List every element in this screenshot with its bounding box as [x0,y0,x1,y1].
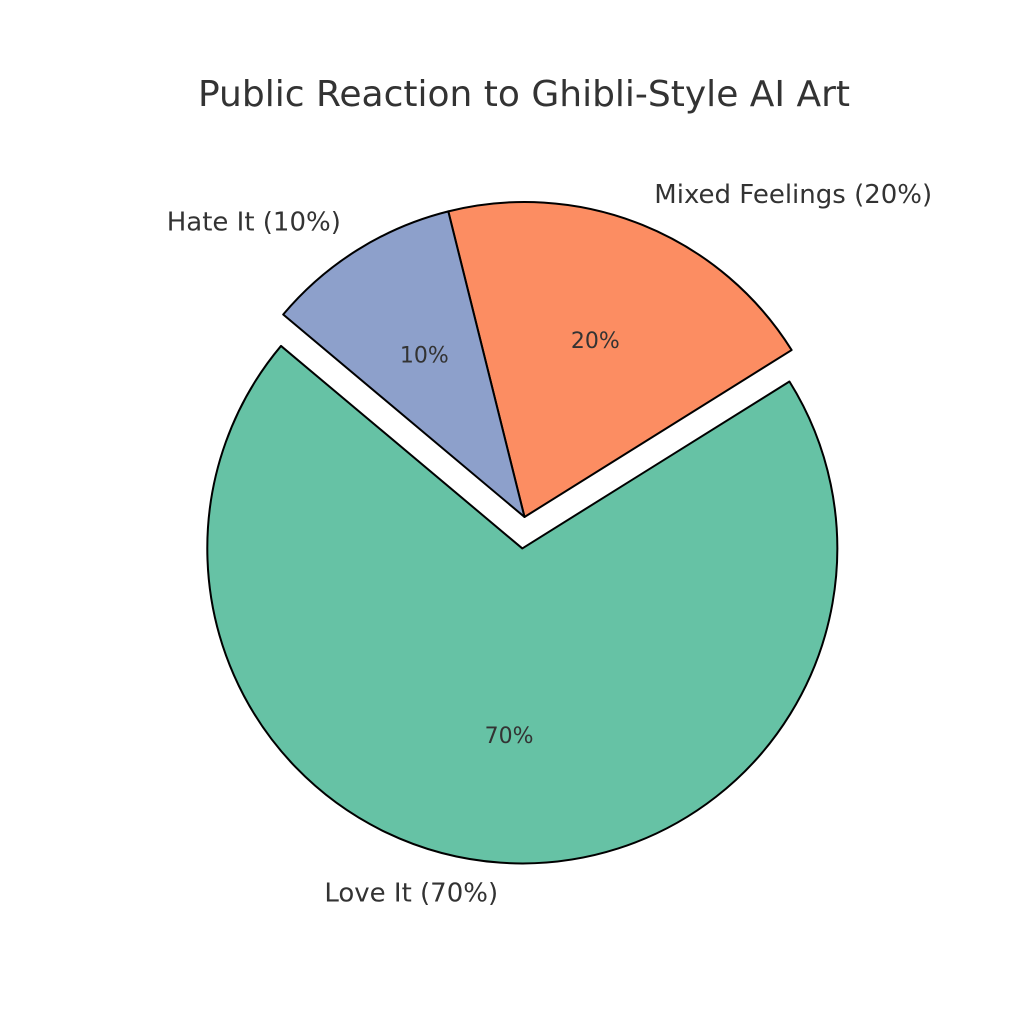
slice-label: Hate It (10%) [167,208,341,238]
pie-slice [447,201,793,518]
pie-slice [206,344,839,865]
pie-slice [282,210,526,518]
slice-label: Love It (70%) [324,879,498,909]
value-label: 10% [400,344,449,369]
chart-title: Public Reaction to Ghibli-Style AI Art [198,74,850,115]
value-label: 70% [485,724,534,749]
value-label: 20% [571,329,620,354]
slice-label: Mixed Feelings (20%) [654,180,932,210]
